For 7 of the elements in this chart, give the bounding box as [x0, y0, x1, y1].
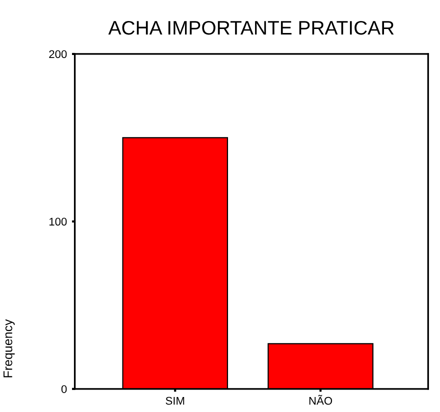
- x-tick-label: SIM: [166, 396, 184, 405]
- y-tick-label: 100: [49, 218, 67, 226]
- y-tick-label: 0: [61, 385, 67, 394]
- y-axis-title: Frequency: [4, 319, 15, 378]
- y-tick-label: 200: [49, 50, 67, 58]
- x-tick-label: NÃO: [309, 394, 332, 405]
- chart-title: ACHA IMPORTANTE PRATICAR: [108, 20, 394, 35]
